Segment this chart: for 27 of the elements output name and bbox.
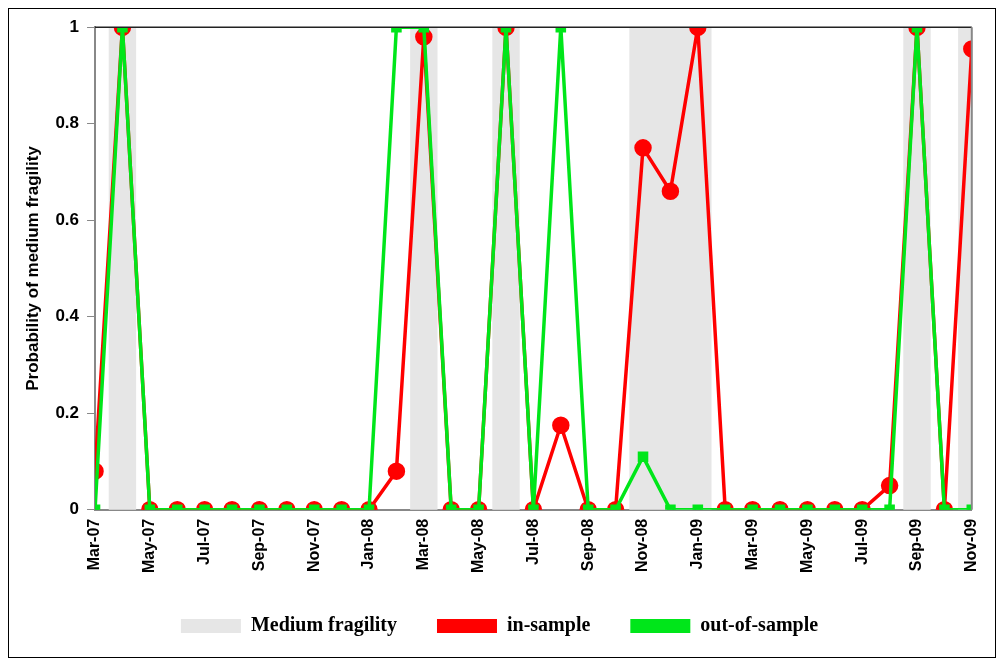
x-tick-label: Nov-09 bbox=[962, 518, 980, 573]
x-tick-label: Mar-07 bbox=[85, 518, 103, 571]
y-axis-title: Probability of medium fragility bbox=[22, 145, 42, 391]
x-tick-label: Nov-07 bbox=[304, 518, 322, 573]
y-tick-label: 0.2 bbox=[55, 402, 80, 422]
legend-label: out-of-sample bbox=[700, 613, 819, 637]
x-tick-label: Jul-08 bbox=[523, 518, 541, 565]
y-tick-label: 0 bbox=[69, 499, 80, 519]
x-tick-label: May-08 bbox=[469, 518, 487, 573]
y-tick-label: 0.6 bbox=[55, 209, 80, 229]
x-tick-label: Nov-08 bbox=[633, 518, 651, 573]
x-tick-label: Jul-09 bbox=[852, 518, 870, 565]
y-tick-label: 0.8 bbox=[55, 113, 80, 133]
x-tick-label: May-09 bbox=[797, 518, 815, 573]
x-tick-label: Sep-07 bbox=[249, 518, 267, 572]
x-tick-label: Mar-09 bbox=[743, 518, 761, 571]
y-tick-label: 0.4 bbox=[55, 306, 80, 326]
y-tick-label: 1 bbox=[69, 16, 80, 36]
x-tick-label: Sep-09 bbox=[907, 518, 925, 572]
x-tick-label: Jan-09 bbox=[688, 518, 706, 570]
legend-label: in-sample bbox=[506, 613, 591, 637]
x-tick-label: Sep-08 bbox=[578, 518, 596, 572]
x-tick-label: Mar-08 bbox=[414, 518, 432, 571]
legend-label: Medium fragility bbox=[250, 613, 397, 637]
x-tick-label: Jul-07 bbox=[195, 518, 213, 565]
x-tick-label: Jan-08 bbox=[359, 518, 377, 570]
x-tick-label: May-07 bbox=[140, 518, 158, 573]
